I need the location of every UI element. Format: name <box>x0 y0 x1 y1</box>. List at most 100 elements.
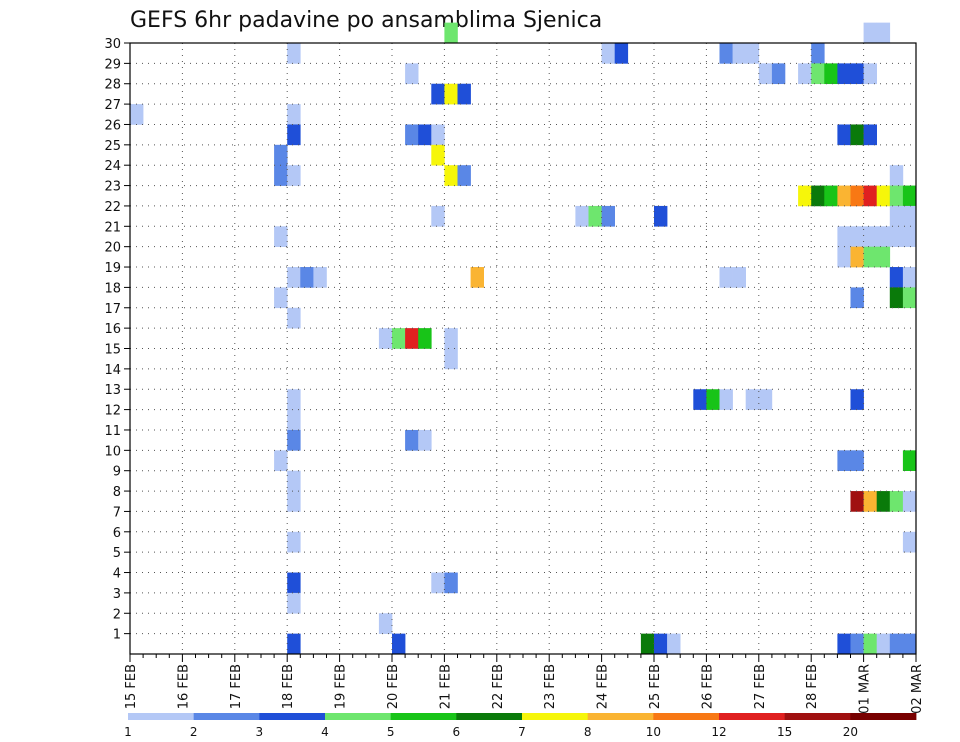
heatmap-cell <box>902 491 917 512</box>
heatmap-cell <box>392 633 406 655</box>
heatmap-cell <box>287 389 301 410</box>
heatmap-cell <box>405 429 419 451</box>
heatmap-cell <box>902 226 917 247</box>
heatmap-cell <box>287 307 301 329</box>
heatmap-cell <box>431 205 445 227</box>
x-tick-label: 26 FEB <box>700 664 715 709</box>
legend-swatch <box>719 713 786 720</box>
heatmap-cell <box>706 389 720 410</box>
heatmap-cell <box>745 389 760 410</box>
heatmap-cell <box>431 572 445 594</box>
legend-swatch <box>653 713 720 720</box>
legend-swatch <box>390 713 457 720</box>
x-axis: 15 FEB 16 FEB 17 FEB 18 FEB 19 FEB 20 FEB 21 F… <box>124 654 925 714</box>
x-tick-label: 28 FEB <box>805 664 820 709</box>
heatmap-cell <box>811 185 825 207</box>
heatmap-cell <box>758 389 773 410</box>
heatmap-cell <box>850 185 864 207</box>
x-tick-label: 16 FEB <box>176 664 191 709</box>
y-tick-label: 5 <box>113 546 121 561</box>
heatmap-cell <box>444 348 458 370</box>
heatmap-cell <box>654 633 668 655</box>
legend-tick-label: 10 <box>646 725 661 739</box>
x-tick-label: 01 MAR <box>858 664 873 714</box>
y-tick-label: 30 <box>104 37 121 52</box>
legend-tick-label: 5 <box>387 725 395 739</box>
legend-tick-label: 12 <box>711 725 726 739</box>
y-tick-label: 10 <box>104 444 121 459</box>
heatmap-cell <box>287 531 301 553</box>
heatmap-cell <box>876 226 891 247</box>
legend-tick-label: 2 <box>190 725 198 739</box>
legend-swatch <box>850 713 917 720</box>
heatmap-cell <box>274 226 288 247</box>
heatmap-cell <box>902 185 917 207</box>
x-tick-label: 27 FEB <box>753 664 768 709</box>
heatmap-cell <box>850 633 864 655</box>
y-tick-label: 16 <box>104 322 121 337</box>
heatmap-cell <box>798 185 812 207</box>
y-tick-label: 4 <box>113 567 121 582</box>
y-tick-label: 9 <box>113 465 121 480</box>
heatmap-cell <box>431 124 445 146</box>
heatmap-cell <box>575 205 589 227</box>
heatmap-cell <box>837 124 851 146</box>
heatmap-cell <box>863 246 877 268</box>
heatmap-cell <box>418 124 432 146</box>
heatmap-cell <box>287 470 301 492</box>
legend-swatch <box>456 713 523 720</box>
heatmap-cell <box>863 22 877 44</box>
heatmap-cell <box>837 185 851 207</box>
heatmap-cell <box>287 572 301 594</box>
legend-tick-label: 6 <box>453 725 461 739</box>
y-tick-label: 14 <box>104 363 121 378</box>
heatmap-cell <box>378 613 393 634</box>
heatmap-cell <box>837 246 851 268</box>
y-tick-label: 29 <box>104 57 121 72</box>
heatmap-cell <box>889 165 904 186</box>
heatmap-cell <box>287 43 301 64</box>
y-tick-label: 23 <box>104 180 121 195</box>
heatmap-cell <box>850 63 864 85</box>
heatmap-cell <box>719 267 733 288</box>
x-tick-label: 25 FEB <box>648 664 663 709</box>
heatmap-cell <box>876 246 891 268</box>
y-tick-label: 13 <box>104 383 121 398</box>
heatmap-cell <box>863 185 877 207</box>
heatmap-cell <box>745 43 760 64</box>
x-tick-label: 21 FEB <box>438 664 453 709</box>
legend-swatch <box>522 713 589 720</box>
gridlines <box>130 42 916 654</box>
heatmap-cell <box>889 287 904 309</box>
heatmap-cell <box>863 63 877 85</box>
heatmap-cell <box>876 22 891 44</box>
heatmap-cell <box>405 328 419 349</box>
heatmap-cell <box>444 165 458 186</box>
legend-tick-label: 4 <box>321 725 329 739</box>
legend-swatch <box>325 713 392 720</box>
y-tick-label: 28 <box>104 78 121 93</box>
chart-title: GEFS 6hr padavine po ansamblima Sjenica <box>130 8 602 33</box>
heatmap-cell <box>287 124 301 146</box>
heatmap-cell <box>274 450 288 471</box>
y-tick-label: 27 <box>104 98 121 113</box>
heatmap-cell <box>863 491 877 512</box>
heatmap-cell <box>811 63 825 85</box>
heatmap-cell <box>850 491 864 512</box>
legend-swatch <box>784 713 851 720</box>
legend-tick-label: 1 <box>124 725 132 739</box>
x-tick-label: 02 MAR <box>910 664 925 714</box>
x-tick-label: 24 FEB <box>596 664 611 709</box>
heatmap-cell <box>771 63 786 85</box>
heatmap-cell <box>863 226 877 247</box>
y-tick-label: 22 <box>104 200 121 215</box>
y-tick-label: 2 <box>113 607 121 622</box>
heatmap-cell <box>667 633 681 655</box>
heatmap-cell <box>902 531 917 553</box>
y-tick-label: 6 <box>113 526 121 541</box>
heatmap-cell <box>798 63 812 85</box>
heatmap-cell <box>902 267 917 288</box>
x-tick-label: 20 FEB <box>386 664 401 709</box>
y-tick-label: 8 <box>113 485 121 500</box>
heatmap-cell <box>418 328 432 349</box>
